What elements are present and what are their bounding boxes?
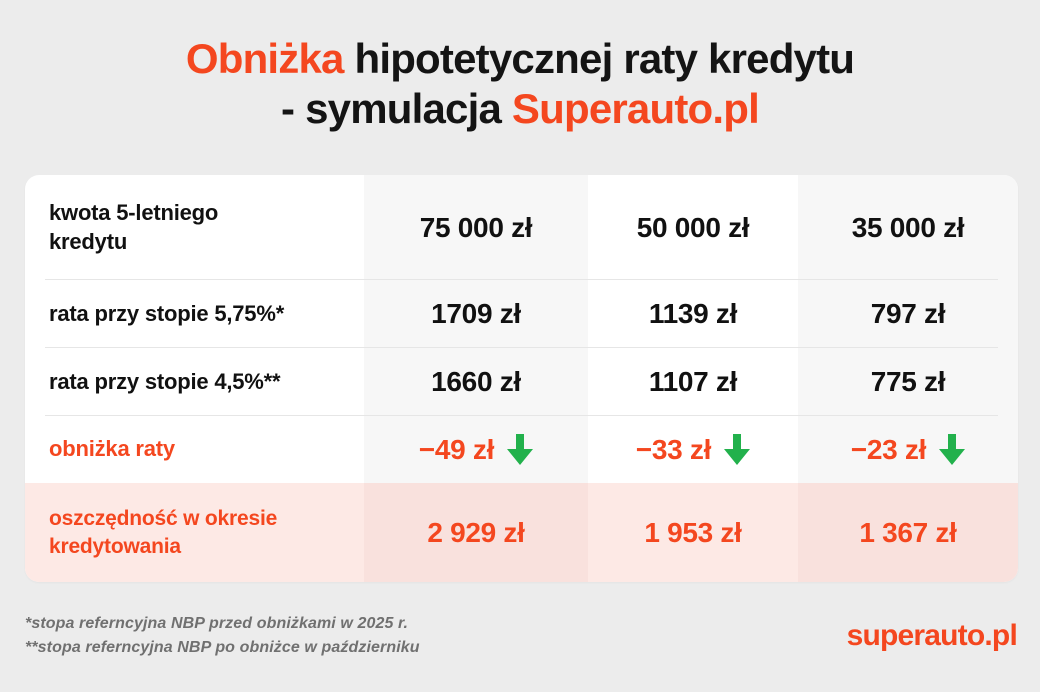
rate45-col3: 775 zł bbox=[870, 366, 946, 397]
table-row-rate-575: rata przy stopie 5,75%* 1709 zł 1139 zł … bbox=[25, 280, 1018, 348]
table-row-rate-reduction: obniżka raty −49 zł −33 zł −23 zł bbox=[25, 416, 1018, 483]
page-title-line2: - symulacja Superauto.pl bbox=[0, 84, 1040, 134]
footnotes: *stopa referncyjna NBP przed obniżkami w… bbox=[25, 612, 420, 660]
savings-col1: 2 929 zł bbox=[427, 516, 525, 548]
title-line1-rest: hipotetycznej raty kredytu bbox=[343, 35, 855, 82]
row-label-rate-575: rata przy stopie 5,75%* bbox=[49, 300, 285, 326]
reduction-col2: −33 zł bbox=[635, 433, 712, 465]
row-label-loan-amount: kwota 5-letniego kredytu bbox=[49, 199, 219, 254]
reduction-col3: −23 zł bbox=[850, 433, 927, 465]
simulation-table: kwota 5-letniego kredytu 75 000 zł 50 00… bbox=[25, 175, 1018, 582]
table-row-rate-45: rata przy stopie 4,5%** 1660 zł 1107 zł … bbox=[25, 348, 1018, 416]
footnote-2: **stopa referncyjna NBP po obniżce w paź… bbox=[25, 639, 420, 656]
loan-amount-col2: 50 000 zł bbox=[636, 211, 750, 243]
page-title-line1: Obniżka hipotetycznej raty kredytu bbox=[0, 34, 1040, 84]
title-highlight-obnizka: Obniżka bbox=[185, 35, 345, 82]
arrow-down-icon bbox=[724, 434, 751, 465]
superauto-logo: superauto.pl bbox=[846, 619, 1018, 652]
reduction-col1: −49 zł bbox=[418, 433, 495, 465]
savings-col2: 1 953 zł bbox=[644, 516, 742, 548]
footnote-1: *stopa referncyjna NBP przed obniżkami w… bbox=[25, 615, 409, 632]
rate45-col1: 1660 zł bbox=[431, 366, 521, 397]
table-row-loan-amount: kwota 5-letniego kredytu 75 000 zł 50 00… bbox=[25, 175, 1018, 280]
savings-col3: 1 367 zł bbox=[859, 516, 957, 548]
row-label-rate-45: rata przy stopie 4,5%** bbox=[49, 368, 281, 394]
loan-amount-col1: 75 000 zł bbox=[419, 211, 533, 243]
rate575-col3: 797 zł bbox=[870, 298, 946, 329]
rate45-col2: 1107 zł bbox=[648, 366, 738, 397]
footer: *stopa referncyjna NBP przed obniżkami w… bbox=[25, 612, 1018, 660]
title-highlight-superauto: Superauto.pl bbox=[511, 85, 760, 133]
table-row-total-savings: oszczędność w okresie kredytowania 2 929… bbox=[25, 483, 1018, 582]
page-title: Obniżka hipotetycznej raty kredytu - sym… bbox=[0, 0, 1040, 135]
arrow-down-icon bbox=[507, 434, 534, 465]
rate575-col1: 1709 zł bbox=[431, 298, 521, 329]
arrow-down-icon bbox=[939, 434, 966, 465]
row-label-savings: oszczędność w okresie kredytowania bbox=[49, 507, 278, 558]
row-label-reduction: obniżka raty bbox=[49, 436, 175, 462]
rate575-col2: 1139 zł bbox=[648, 298, 738, 329]
loan-amount-col3: 35 000 zł bbox=[851, 211, 965, 243]
title-line2-rest: - symulacja bbox=[281, 85, 512, 133]
